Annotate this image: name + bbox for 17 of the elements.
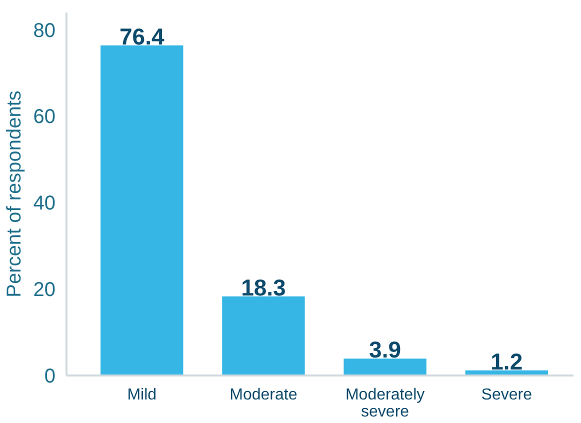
y-tick-label: 80 (33, 20, 56, 42)
x-tick-label: Severe (481, 386, 532, 404)
y-tick-label: 60 (33, 106, 56, 128)
y-tick-label: 0 (44, 366, 56, 388)
bar (222, 296, 305, 376)
x-tick-label: Mild (127, 386, 157, 404)
bar (344, 358, 426, 376)
y-axis-title: Percent of respondents (3, 90, 26, 298)
y-tick-label: 40 (33, 192, 56, 215)
data-label: 76.4 (120, 23, 164, 50)
x-tick-label: Moderate (230, 386, 298, 404)
data-label: 3.9 (369, 336, 402, 363)
x-tick-label: Moderately severe (345, 386, 425, 420)
y-tick-label: 20 (33, 279, 56, 302)
data-label: 18.3 (241, 274, 286, 300)
bar (100, 45, 184, 376)
data-label: 1.2 (490, 348, 523, 374)
